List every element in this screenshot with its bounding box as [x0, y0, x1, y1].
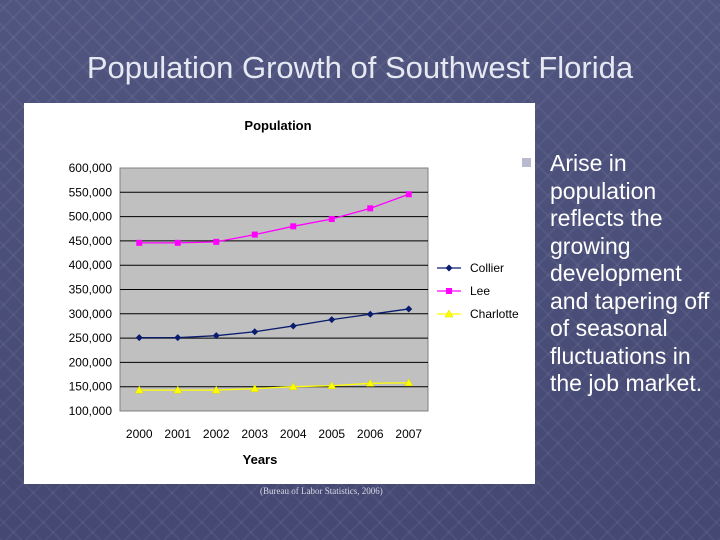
- collier-data-point: [405, 305, 413, 313]
- collier-data-point: [366, 310, 374, 318]
- y-tick-label: 450,000: [69, 234, 113, 248]
- x-tick-label: 2001: [164, 427, 191, 441]
- lee-series-line: [139, 193, 409, 244]
- charlotte-data-point: [365, 378, 375, 387]
- bullet-square-icon: [522, 158, 531, 167]
- source-note: (Bureau of Labor Statistics, 2006): [260, 486, 383, 496]
- lee-data-point: [367, 205, 374, 212]
- charlotte-data-point: [288, 382, 298, 390]
- x-tick-label: 2000: [126, 427, 153, 441]
- legend-marker-lee: [446, 288, 452, 294]
- y-tick-label: 500,000: [69, 210, 113, 224]
- x-tick-label: 2003: [241, 427, 268, 441]
- population-chart: 600,000 550,000 500,000 450,000 400,000 350,0…: [69, 118, 519, 467]
- x-axis-label: Years: [243, 452, 278, 467]
- lee-data-point: [290, 223, 297, 230]
- y-tick-label: 550,000: [69, 185, 113, 199]
- legend-marker-charlotte: [444, 309, 454, 318]
- legend-label-charlotte: Charlotte: [470, 307, 519, 321]
- legend-label-lee: Lee: [470, 284, 490, 298]
- y-tick-label: 350,000: [69, 283, 113, 297]
- lee-data-point: [213, 238, 220, 245]
- collier-data-point: [212, 332, 220, 340]
- x-tick-label: 2007: [395, 427, 422, 441]
- collier-data-point: [289, 322, 297, 330]
- legend: Collier Lee Charlotte: [437, 261, 519, 321]
- collier-data-point: [251, 328, 259, 336]
- series-points: [134, 191, 414, 394]
- series-lines: [139, 193, 409, 391]
- legend-marker-collier: [445, 264, 453, 272]
- x-axis-ticks: 2000 2001 2002 2003 2004 2005 2006 2007: [126, 427, 423, 441]
- chart-title: Population: [244, 118, 311, 133]
- lee-data-point: [174, 239, 181, 246]
- lee-data-point: [251, 231, 258, 238]
- lee-data-point: [405, 191, 412, 198]
- y-tick-label: 200,000: [69, 355, 113, 369]
- lee-data-point: [136, 239, 143, 246]
- y-tick-label: 300,000: [69, 307, 113, 321]
- charlotte-data-point: [211, 385, 221, 394]
- y-tick-label: 250,000: [69, 331, 113, 345]
- lee-data-point: [328, 216, 335, 223]
- charlotte-series-line: [139, 382, 409, 391]
- legend-label-collier: Collier: [470, 261, 504, 275]
- collier-data-point: [135, 334, 143, 342]
- collier-data-point: [328, 316, 336, 324]
- x-tick-label: 2006: [357, 427, 384, 441]
- slide-title: Population Growth of Southwest Florida: [86, 50, 634, 85]
- charlotte-data-point: [327, 381, 337, 389]
- x-tick-label: 2004: [280, 427, 307, 441]
- x-tick-label: 2002: [203, 427, 230, 441]
- x-tick-label: 2005: [318, 427, 345, 441]
- charlotte-data-point: [134, 385, 144, 394]
- y-axis-ticks: 600,000 550,000 500,000 450,000 400,000 350,0…: [69, 161, 113, 418]
- chart-panel: 600,000 550,000 500,000 450,000 400,000 350,0…: [24, 103, 535, 484]
- y-tick-label: 600,000: [69, 161, 113, 175]
- charlotte-data-point: [404, 378, 414, 387]
- charlotte-data-point: [250, 384, 260, 392]
- y-tick-label: 400,000: [69, 258, 113, 272]
- charlotte-data-point: [173, 385, 183, 394]
- collier-data-point: [174, 334, 182, 342]
- bullet-text: Arise in population reflects the growing…: [550, 150, 710, 396]
- y-tick-label: 100,000: [69, 404, 113, 418]
- collier-series-line: [139, 308, 409, 339]
- y-tick-label: 150,000: [69, 380, 113, 394]
